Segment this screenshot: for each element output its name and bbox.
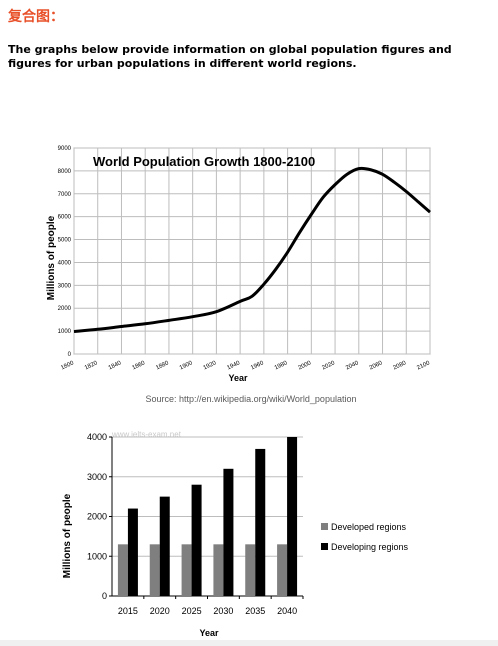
line-y-tick-label: 6000 [58, 215, 72, 221]
population-line [73, 166, 431, 334]
bar-x-tick-label: 2040 [277, 606, 297, 616]
line-x-tick-label: 1860 [131, 360, 146, 371]
bar-y-axis-label: Millions of people [62, 493, 73, 578]
bar-bars [117, 437, 298, 596]
line-y-tick-label: 2000 [58, 306, 72, 312]
bar-developing [127, 508, 138, 596]
bar-developed [245, 544, 256, 596]
bar-developing [255, 448, 266, 596]
bar-y-tick-label: 0 [102, 591, 107, 601]
line-x-tick-label: 1980 [274, 360, 289, 371]
line-x-tick-label: 1800 [60, 360, 75, 371]
bar-developed [117, 544, 128, 596]
line-x-axis-label: Year [228, 373, 248, 383]
bar-grid [111, 436, 303, 597]
line-x-tick-label: 1940 [226, 360, 241, 371]
bar-developed [277, 544, 288, 596]
bar-y-tick-label: 1000 [87, 551, 107, 561]
line-y-tick-label: 9000 [58, 146, 72, 152]
line-x-tick-label: 1960 [250, 360, 265, 371]
bar-y-tick-label: 4000 [87, 432, 107, 442]
bar-x-axis-label: Year [199, 628, 219, 638]
line-x-tick-label: 2080 [392, 360, 407, 371]
line-x-tick-label: 1920 [203, 360, 218, 371]
bar-legend: Developed regions Developing regions [321, 522, 409, 552]
bar-y-tick-label: 3000 [87, 472, 107, 482]
line-x-tick-label: 2000 [298, 360, 313, 371]
line-plot-area [73, 147, 431, 355]
line-chart-source: Source: http://en.wikipedia.org/wiki/Wor… [146, 394, 357, 404]
bar-developed [181, 544, 192, 596]
bar-x-tick-label: 2025 [182, 606, 202, 616]
line-x-tick-label: 1880 [155, 360, 170, 371]
bar-y-ticks: 0 1000 2000 3000 4000 [87, 432, 112, 601]
line-y-tick-label: 0 [68, 352, 72, 358]
line-x-tick-label: 2040 [345, 360, 360, 371]
page-heading: 复合图： [8, 9, 64, 25]
bar-developed [213, 544, 224, 596]
bar-chart-watermark: www.ielts-exam.net [111, 430, 182, 439]
bar-x-tick-label: 2035 [245, 606, 265, 616]
line-y-ticks: 0 1000 2000 3000 4000 5000 6000 7000 8000 9000 [58, 146, 72, 358]
bar-x-tick-label: 2020 [150, 606, 170, 616]
bar-developing [191, 484, 202, 596]
legend-label-developing: Developing regions [331, 542, 409, 552]
bar-developing [223, 468, 234, 596]
bar-developed [149, 544, 160, 596]
line-x-tick-label: 2060 [369, 360, 384, 371]
line-x-tick-label: 2100 [416, 360, 431, 371]
line-chart-title: World Population Growth 1800-2100 [93, 154, 315, 169]
line-y-axis-label: Millions of people [46, 215, 57, 300]
bar-x-ticks: 2015 2020 2025 2030 2035 2040 [118, 596, 304, 616]
legend-label-developed: Developed regions [331, 522, 407, 532]
line-x-tick-label: 2020 [321, 360, 336, 371]
line-x-tick-label: 1820 [84, 360, 99, 371]
legend-swatch-developing [321, 543, 328, 550]
line-y-tick-label: 3000 [58, 283, 72, 289]
line-y-tick-label: 1000 [58, 329, 72, 335]
intro-text: The graphs below provide information on … [8, 43, 452, 70]
line-y-tick-label: 5000 [58, 238, 72, 244]
line-y-tick-label: 7000 [58, 192, 72, 198]
line-x-tick-label: 1840 [108, 360, 123, 371]
line-y-tick-label: 8000 [58, 169, 72, 175]
line-x-ticks: 1800 1820 1840 1860 1880 1900 1920 1940 1960 1980… [60, 360, 431, 371]
bar-x-tick-label: 2015 [118, 606, 138, 616]
bar-developing [287, 437, 298, 596]
legend-swatch-developed [321, 523, 328, 530]
bar-x-tick-label: 2030 [213, 606, 233, 616]
bar-developing [159, 496, 170, 596]
line-x-tick-label: 1900 [179, 360, 194, 371]
line-y-tick-label: 4000 [58, 260, 72, 266]
page-bottom-strip [0, 640, 498, 646]
bar-y-tick-label: 2000 [87, 512, 107, 522]
